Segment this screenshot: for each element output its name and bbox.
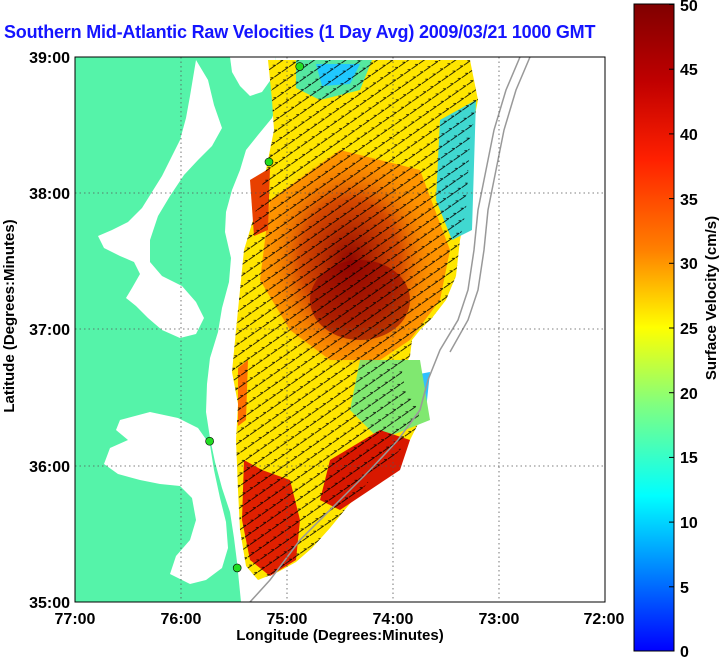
y-axis-title: Latitude (Degrees:Minutes) [1,219,18,412]
velocity-field [232,60,478,580]
x-axis-title: Longitude (Degrees:Minutes) [236,627,444,644]
y-tick-label: 39:00 [29,50,70,67]
grid-lines [75,57,605,602]
y-tick-label: 38:00 [29,186,70,203]
pamlico-sound [104,412,228,584]
colorbar-tick-label: 40 [680,127,698,144]
colorbar-tick-label: 45 [680,62,698,79]
colorbar-tick-label: 25 [680,321,698,338]
station-marker [295,62,305,71]
station-marker [232,563,242,573]
velocity-vectors [232,60,478,580]
colorbar-tick-label: 30 [680,256,698,273]
x-tick-label: 73:00 [479,611,520,628]
shelf-contour-line [249,57,521,602]
chesapeake-bay [98,60,222,338]
x-tick-label: 74:00 [373,611,414,628]
plot-frame [74,56,606,603]
chart-title: Southern Mid-Atlantic Raw Velocities (1 … [4,22,596,42]
shelf-contour-line-outer [449,57,531,353]
colorbar [633,3,675,652]
y-tick-label: 37:00 [29,322,70,339]
station-marker [205,436,214,446]
x-tick-label: 77:00 [55,611,96,628]
colorbar-ticks [669,4,674,588]
colorbar-tick-label: 15 [680,450,698,467]
colorbar-title: Surface Velocity (cm/s) [703,216,720,380]
colorbar-tick-label: 35 [680,192,698,209]
x-tick-label: 72:00 [584,611,625,628]
station-marker [264,157,274,167]
x-tick-label: 75:00 [267,611,308,628]
colorbar-tick-label: 50 [680,0,698,15]
delaware-bay [230,57,276,96]
colorbar-tick-label: 10 [680,515,698,532]
colorbar-tick-label: 5 [680,580,689,597]
y-tick-label: 36:00 [29,459,70,476]
colorbar-tick-label: 0 [680,644,689,659]
y-tick-label: 35:00 [29,595,70,612]
x-tick-label: 76:00 [161,611,202,628]
colorbar-tick-label: 20 [680,386,698,403]
